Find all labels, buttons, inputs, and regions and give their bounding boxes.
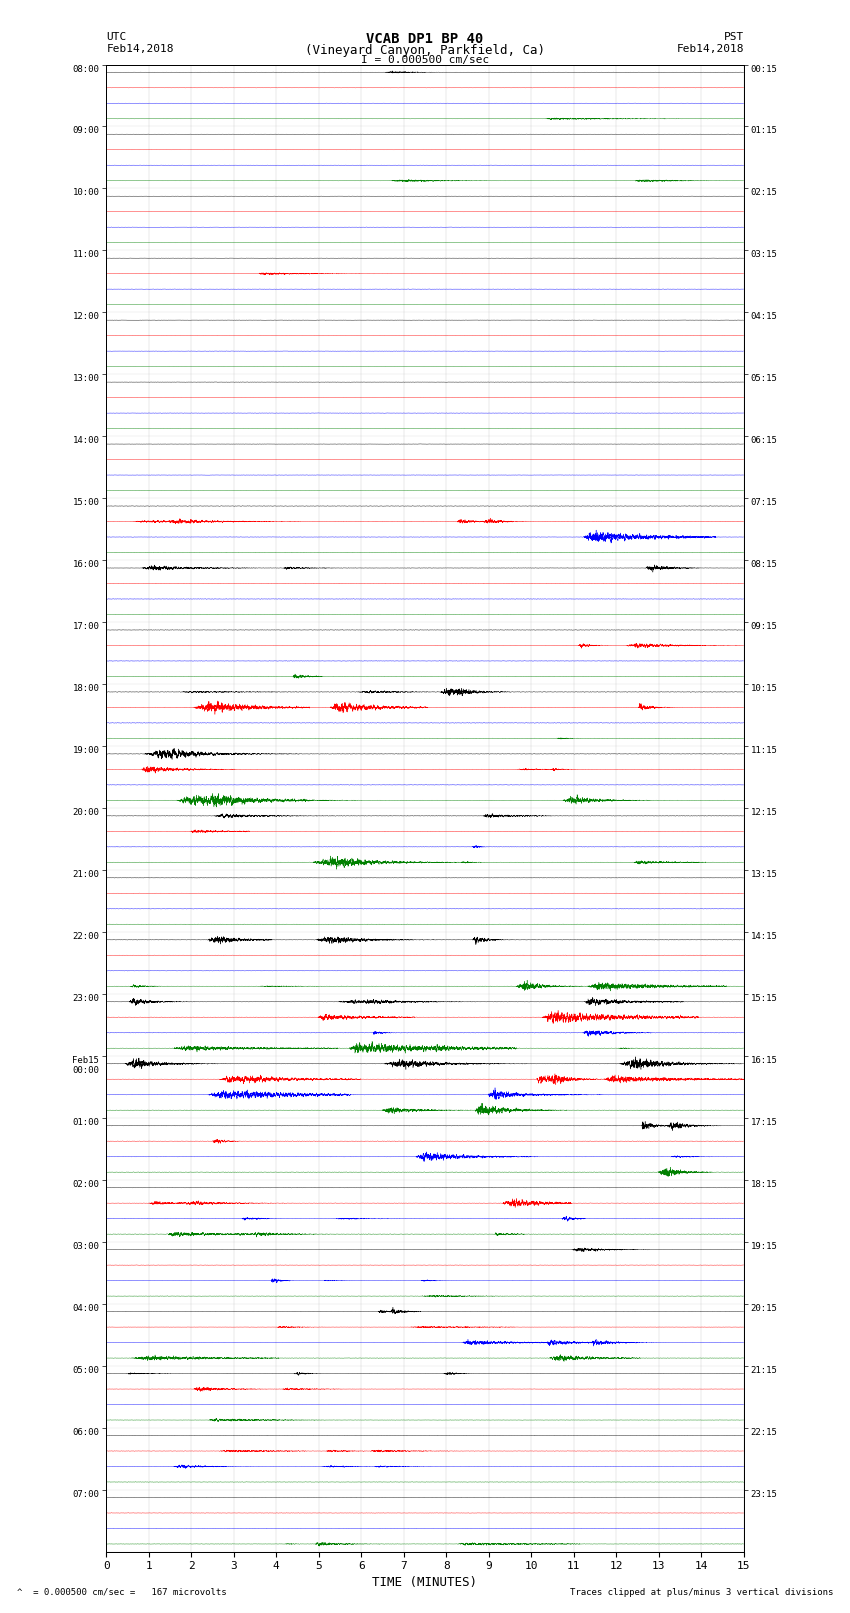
Text: I = 0.000500 cm/sec: I = 0.000500 cm/sec [361,55,489,65]
Text: Feb14,2018: Feb14,2018 [106,44,173,53]
Text: Traces clipped at plus/minus 3 vertical divisions: Traces clipped at plus/minus 3 vertical … [570,1587,833,1597]
Text: (Vineyard Canyon, Parkfield, Ca): (Vineyard Canyon, Parkfield, Ca) [305,44,545,56]
Text: Feb14,2018: Feb14,2018 [677,44,744,53]
Text: PST: PST [723,32,744,42]
X-axis label: TIME (MINUTES): TIME (MINUTES) [372,1576,478,1589]
Text: UTC: UTC [106,32,127,42]
Text: VCAB DP1 BP 40: VCAB DP1 BP 40 [366,32,484,47]
Text: ^  = 0.000500 cm/sec =   167 microvolts: ^ = 0.000500 cm/sec = 167 microvolts [17,1587,227,1597]
